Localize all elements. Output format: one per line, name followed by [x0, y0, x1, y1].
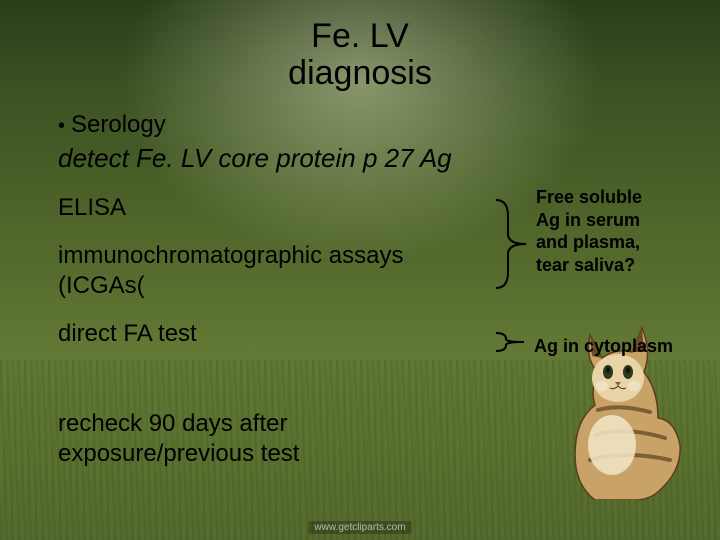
bullet-serology: • Serology [58, 110, 680, 140]
item-icga-line-1: immunochromatographic assays [58, 242, 403, 269]
note-cytoplasm: Ag in cytoplasm [534, 335, 714, 358]
recheck-note: recheck 90 days after exposure/previous … [58, 409, 378, 469]
slide: Fe. LV diagnosis • Serology detect Fe. L… [0, 0, 720, 540]
bullet-dot-icon: • [58, 114, 65, 139]
sub-italic-line: detect Fe. LV core protein p 27 Ag [58, 142, 680, 175]
title-line-2: diagnosis [288, 54, 432, 92]
recheck-line-1: recheck 90 days after [58, 410, 287, 437]
item-icga-line-2: (ICGAs( [58, 272, 145, 299]
bullet-label: Serology [71, 110, 166, 140]
note-free-l2: Ag in serum [536, 210, 640, 230]
note-free-l4: tear saliva? [536, 255, 635, 275]
note-free-l1: Free soluble [536, 187, 642, 207]
note-free-l3: and plasma, [536, 232, 640, 252]
page-title: Fe. LV diagnosis [0, 18, 720, 93]
content-block: • Serology detect Fe. LV core protein p … [58, 110, 680, 469]
watermark: www.getcliparts.com [308, 521, 411, 534]
bracket-icon [494, 330, 530, 354]
recheck-line-2: exposure/previous test [58, 440, 299, 467]
bracket-icon [494, 196, 530, 292]
title-line-1: Fe. LV [311, 17, 409, 55]
note-free-soluble: Free soluble Ag in serum and plasma, tea… [536, 186, 706, 276]
